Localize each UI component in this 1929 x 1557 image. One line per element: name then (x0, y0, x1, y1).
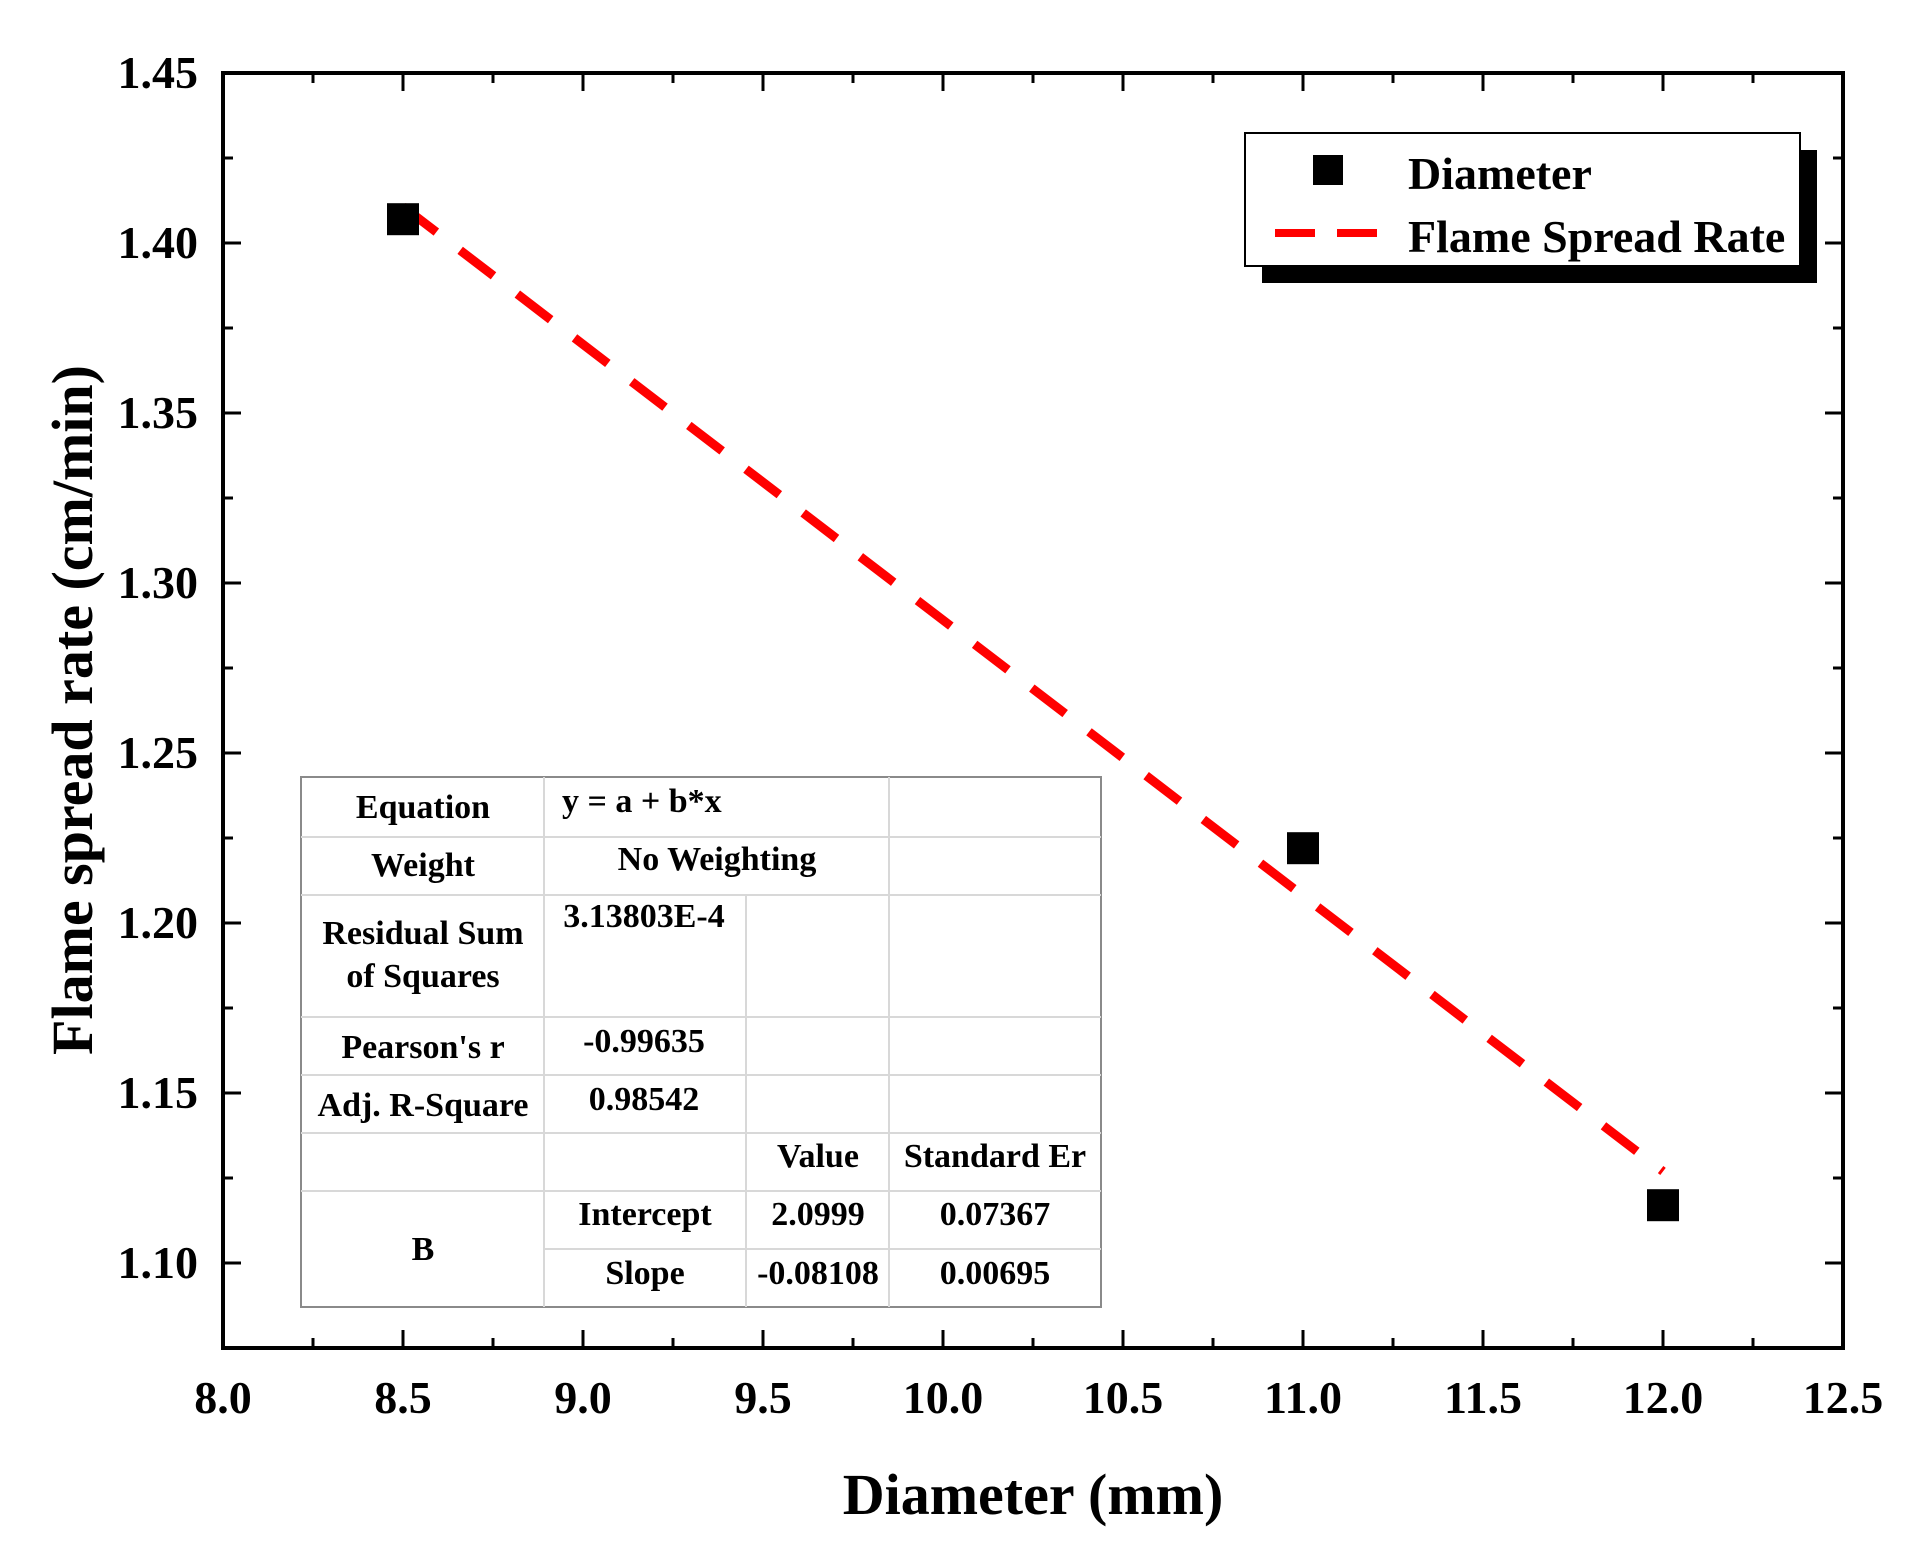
x-axis-tick-labels: 8.0 8.5 9.0 9.5 10.0 10.5 11.0 11.5 12.0 12.5 (194, 1372, 1883, 1423)
y-axis-title: Flame spread rate (cm/min) (40, 365, 105, 1055)
legend-label-diameter: Diameter (1408, 148, 1592, 199)
equation-label: Equation (356, 789, 490, 826)
rss-value: 3.13803E-4 (563, 898, 725, 935)
weight-value: No Weighting (618, 841, 817, 878)
intercept-label: Intercept (578, 1196, 712, 1233)
y-tick-label: 1.10 (118, 1237, 199, 1288)
fit-results-table: Equation y = a + b*x Weight No Weighting… (301, 777, 1101, 1307)
rss-label-line1: Residual Sum (322, 915, 523, 952)
adj-r-square-value: 0.98542 (589, 1081, 700, 1118)
x-tick-label: 11.0 (1264, 1372, 1342, 1423)
y-tick-label: 1.45 (118, 47, 199, 98)
stderr-header: Standard Er (904, 1138, 1086, 1175)
legend-marker-square (1313, 155, 1343, 185)
equation-value: y = a + b*x (562, 783, 722, 820)
rss-label-line2: of Squares (346, 958, 499, 995)
data-point (387, 203, 419, 235)
x-tick-label: 11.5 (1444, 1372, 1522, 1423)
intercept-value: 2.0999 (771, 1196, 865, 1233)
y-tick-label: 1.25 (118, 727, 199, 778)
group-label: B (412, 1231, 435, 1268)
value-header: Value (777, 1138, 859, 1175)
slope-value: -0.08108 (757, 1255, 879, 1292)
weight-label: Weight (371, 847, 476, 884)
adj-r-square-label: Adj. R-Square (318, 1087, 529, 1124)
y-tick-label: 1.20 (118, 897, 199, 948)
pearson-label: Pearson's r (341, 1029, 504, 1066)
x-tick-label: 12.5 (1803, 1372, 1884, 1423)
x-tick-label: 8.5 (374, 1372, 432, 1423)
y-tick-label: 1.30 (118, 557, 199, 608)
y-tick-label: 1.40 (118, 217, 199, 268)
x-tick-label: 10.5 (1083, 1372, 1164, 1423)
chart: 8.0 8.5 9.0 9.5 10.0 10.5 11.0 11.5 12.0 12.5 1.1… (0, 0, 1929, 1557)
legend-label-flame-spread-rate: Flame Spread Rate (1408, 211, 1785, 262)
legend: Diameter Flame Spread Rate (1245, 133, 1817, 283)
slope-label: Slope (605, 1255, 684, 1292)
x-tick-label: 9.0 (554, 1372, 612, 1423)
x-tick-label: 10.0 (903, 1372, 984, 1423)
pearson-value: -0.99635 (583, 1023, 705, 1060)
x-tick-label: 9.5 (734, 1372, 792, 1423)
x-tick-label: 12.0 (1623, 1372, 1704, 1423)
intercept-stderr: 0.07367 (940, 1196, 1051, 1233)
x-axis-title: Diameter (mm) (843, 1462, 1224, 1527)
y-tick-label: 1.35 (118, 387, 199, 438)
data-point (1287, 832, 1319, 864)
y-tick-label: 1.15 (118, 1067, 199, 1118)
data-point (1647, 1189, 1679, 1221)
slope-stderr: 0.00695 (940, 1255, 1051, 1292)
y-axis-tick-labels: 1.10 1.15 1.20 1.25 1.30 1.35 1.40 1.45 (118, 47, 199, 1288)
x-tick-label: 8.0 (194, 1372, 252, 1423)
